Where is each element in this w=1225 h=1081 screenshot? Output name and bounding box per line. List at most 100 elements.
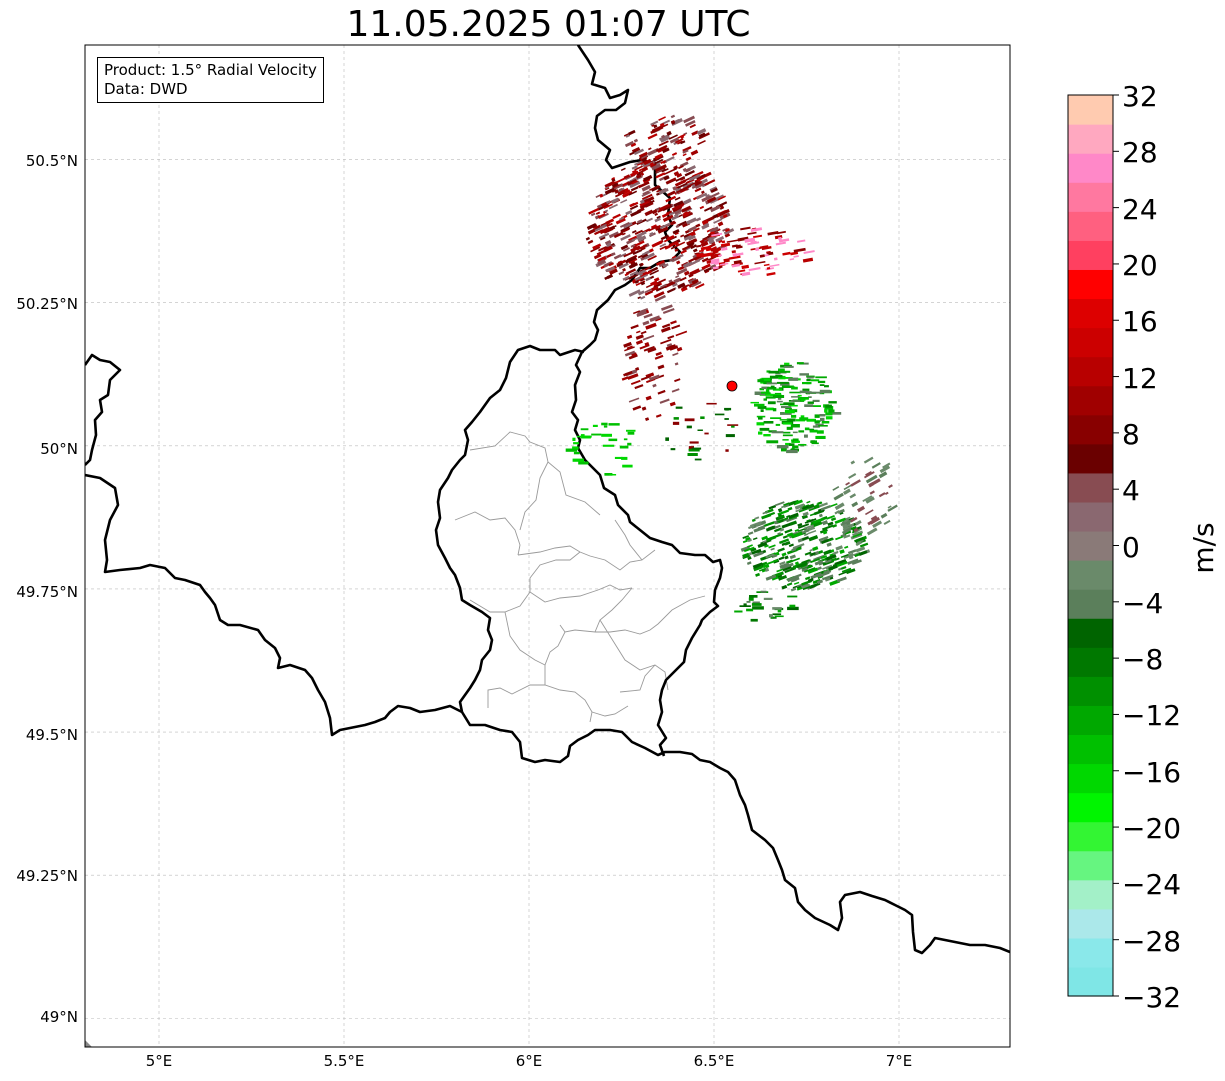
velocity-echo — [634, 280, 640, 284]
velocity-echo — [743, 546, 755, 553]
velocity-echo — [675, 176, 686, 182]
velocity-echo — [797, 397, 809, 400]
velocity-echo — [781, 522, 792, 529]
velocity-echo — [640, 330, 647, 335]
velocity-echo — [761, 535, 769, 541]
velocity-echo — [775, 241, 786, 246]
velocity-echo — [845, 481, 850, 486]
map-gridlines — [85, 45, 1010, 1047]
velocity-echo — [692, 227, 700, 233]
velocity-echo — [669, 344, 676, 349]
velocity-echo — [708, 237, 714, 242]
velocity-echo — [644, 290, 654, 296]
velocity-echo — [765, 393, 772, 396]
velocity-echo — [683, 270, 690, 276]
product-label: Product: 1.5° Radial Velocity — [104, 61, 317, 79]
velocity-echo — [648, 147, 652, 151]
velocity-echo — [787, 532, 794, 537]
velocity-echo — [784, 362, 790, 365]
velocity-echo — [691, 447, 702, 450]
velocity-echo — [768, 504, 777, 510]
velocity-echo — [629, 260, 636, 266]
velocity-echo — [671, 255, 677, 260]
colorbar-segment — [1068, 472, 1113, 503]
velocity-echo — [630, 170, 639, 177]
colorbar-tick-label: −28 — [1122, 925, 1181, 958]
velocity-echo — [664, 281, 676, 289]
velocity-echo — [603, 261, 613, 268]
velocity-echo — [641, 253, 649, 259]
velocity-echo — [810, 379, 820, 382]
velocity-echo — [696, 128, 707, 135]
velocity-echo — [647, 133, 658, 140]
velocity-echo — [782, 535, 788, 539]
velocity-echo — [685, 217, 697, 225]
velocity-echo — [818, 535, 829, 542]
velocity-echo — [778, 238, 790, 243]
velocity-echo — [611, 177, 615, 180]
velocity-echo — [782, 434, 793, 437]
velocity-echo — [670, 119, 676, 124]
velocity-echo — [674, 212, 682, 217]
velocity-echo — [691, 281, 702, 288]
velocity-echo — [672, 421, 680, 425]
velocity-echo — [742, 535, 750, 539]
velocity-echo — [754, 403, 765, 407]
velocity-echo — [695, 217, 702, 222]
velocity-echo — [721, 240, 726, 244]
velocity-echo — [810, 558, 820, 564]
velocity-echo — [781, 552, 787, 557]
velocity-echo — [684, 418, 695, 422]
velocity-echo — [604, 187, 616, 195]
velocity-echo — [724, 407, 732, 411]
velocity-echo — [630, 209, 642, 217]
velocity-echo — [673, 171, 680, 177]
velocity-echo — [698, 249, 705, 253]
velocity-echo — [777, 532, 782, 535]
velocity-echo — [789, 258, 795, 261]
velocity-echo — [630, 142, 637, 148]
velocity-echo — [665, 177, 677, 185]
velocity-echo — [634, 229, 643, 236]
velocity-echo — [791, 414, 797, 418]
velocity-echo — [638, 151, 648, 158]
velocity-echo — [878, 492, 886, 498]
velocity-echo — [671, 324, 681, 330]
velocity-echo — [847, 558, 859, 565]
velocity-echo — [657, 389, 666, 395]
velocity-echo — [572, 458, 584, 462]
lon-tick-label: 6.5°E — [694, 1052, 735, 1070]
velocity-echo — [717, 195, 726, 201]
velocity-echo — [850, 460, 856, 465]
velocity-echo — [675, 224, 680, 229]
velocity-echo — [685, 119, 696, 127]
velocity-echo — [643, 266, 652, 272]
velocity-echo — [712, 266, 719, 270]
velocity-echo — [604, 240, 612, 246]
velocity-echo — [852, 532, 863, 538]
velocity-echo — [627, 373, 639, 380]
velocity-echo — [626, 334, 633, 340]
velocity-echo — [847, 549, 857, 555]
colorbar-tick-label: −32 — [1122, 981, 1181, 1014]
velocity-echo — [688, 273, 694, 278]
velocity-echo — [641, 184, 651, 192]
velocity-echo — [754, 391, 766, 395]
velocity-echo — [631, 230, 637, 234]
velocity-echo — [659, 245, 667, 251]
velocity-echo — [710, 261, 718, 265]
velocity-echo — [790, 587, 797, 592]
velocity-echo — [592, 243, 602, 250]
velocity-echo — [748, 525, 755, 530]
velocity-echo — [641, 157, 648, 163]
velocity-echo — [671, 214, 680, 221]
velocity-echo — [747, 556, 752, 561]
lon-tick-label: 6°E — [516, 1052, 543, 1070]
velocity-echo — [662, 214, 674, 223]
velocity-echo — [863, 456, 874, 464]
radar-site-marker — [726, 380, 738, 392]
velocity-echo — [778, 236, 782, 241]
velocity-echo — [747, 544, 753, 548]
velocity-echo — [797, 523, 810, 529]
velocity-echo — [649, 231, 654, 236]
